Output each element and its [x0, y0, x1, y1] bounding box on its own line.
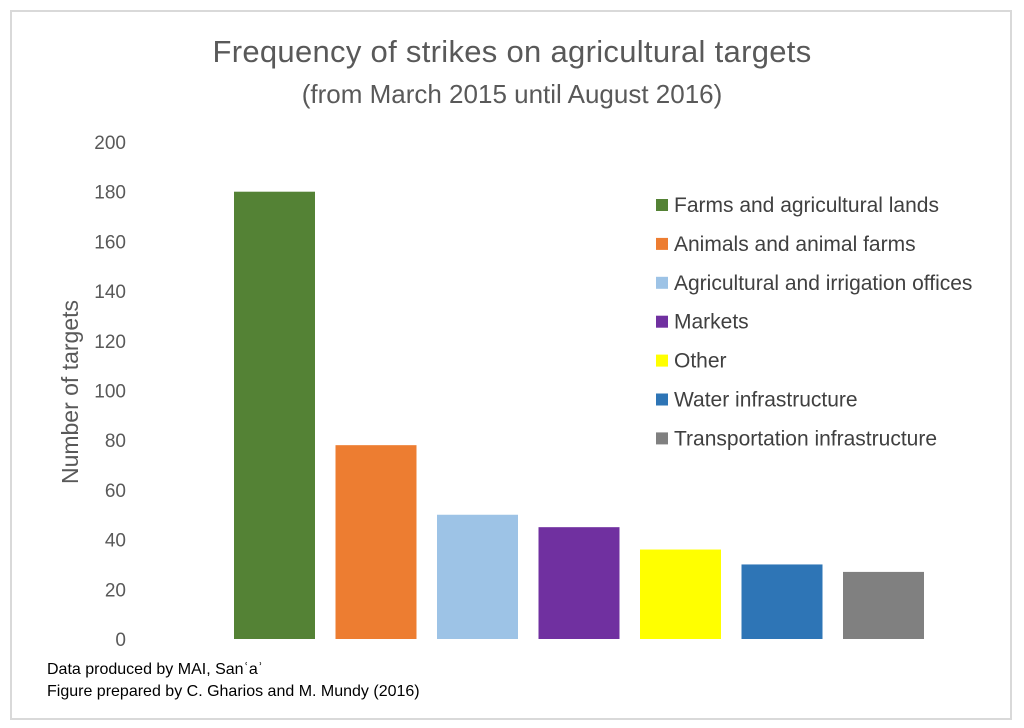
legend-swatch [656, 199, 668, 211]
bar [437, 514, 518, 639]
legend-label: Farms and agricultural lands [674, 194, 939, 217]
y-tick-label: 200 [94, 133, 126, 154]
y-tick-label: 140 [94, 282, 126, 303]
bar [234, 191, 315, 639]
y-axis-ticks: 0 20 40 60 80 100 120 140 160 180 200 [94, 133, 126, 651]
chart-title: Frequency of strikes on agricultural tar… [212, 34, 812, 69]
y-tick-label: 120 [94, 332, 126, 353]
y-axis-label: Number of targets [57, 300, 83, 484]
legend-label: Transportation infrastructure [674, 427, 937, 450]
legend-label: Markets [674, 311, 749, 334]
legend-label: Other [674, 350, 727, 373]
y-tick-label: 160 [94, 232, 126, 253]
legend-swatch [656, 432, 668, 445]
bar [640, 549, 721, 639]
legend-swatch [656, 237, 668, 250]
legend: Farms and agricultural lands Animals and … [656, 194, 972, 450]
y-tick-label: 60 [105, 481, 126, 502]
legend-label: Animals and animal farms [674, 233, 916, 256]
y-tick-label: 100 [94, 382, 126, 403]
bar [843, 571, 924, 639]
y-tick-label: 20 [105, 580, 126, 601]
y-tick-label: 0 [115, 630, 126, 651]
data-source-note: Data produced by MAI, Sanʿaʾ [47, 661, 264, 678]
bar [741, 564, 823, 639]
figure-credit-note: Figure prepared by C. Gharios and M. Mun… [47, 683, 420, 700]
y-tick-label: 40 [105, 531, 126, 552]
y-tick-label: 80 [105, 431, 126, 452]
chart-subtitle: (from March 2015 until August 2016) [301, 79, 723, 109]
y-tick-label: 180 [94, 183, 126, 204]
legend-swatch [656, 393, 668, 406]
bar [335, 445, 417, 639]
legend-label: Water infrastructure [674, 389, 858, 412]
legend-swatch [656, 276, 668, 289]
bars [234, 191, 924, 639]
bar [538, 527, 620, 639]
legend-swatch [656, 354, 668, 367]
legend-swatch [656, 315, 668, 328]
legend-label: Agricultural and irrigation offices [674, 272, 972, 295]
